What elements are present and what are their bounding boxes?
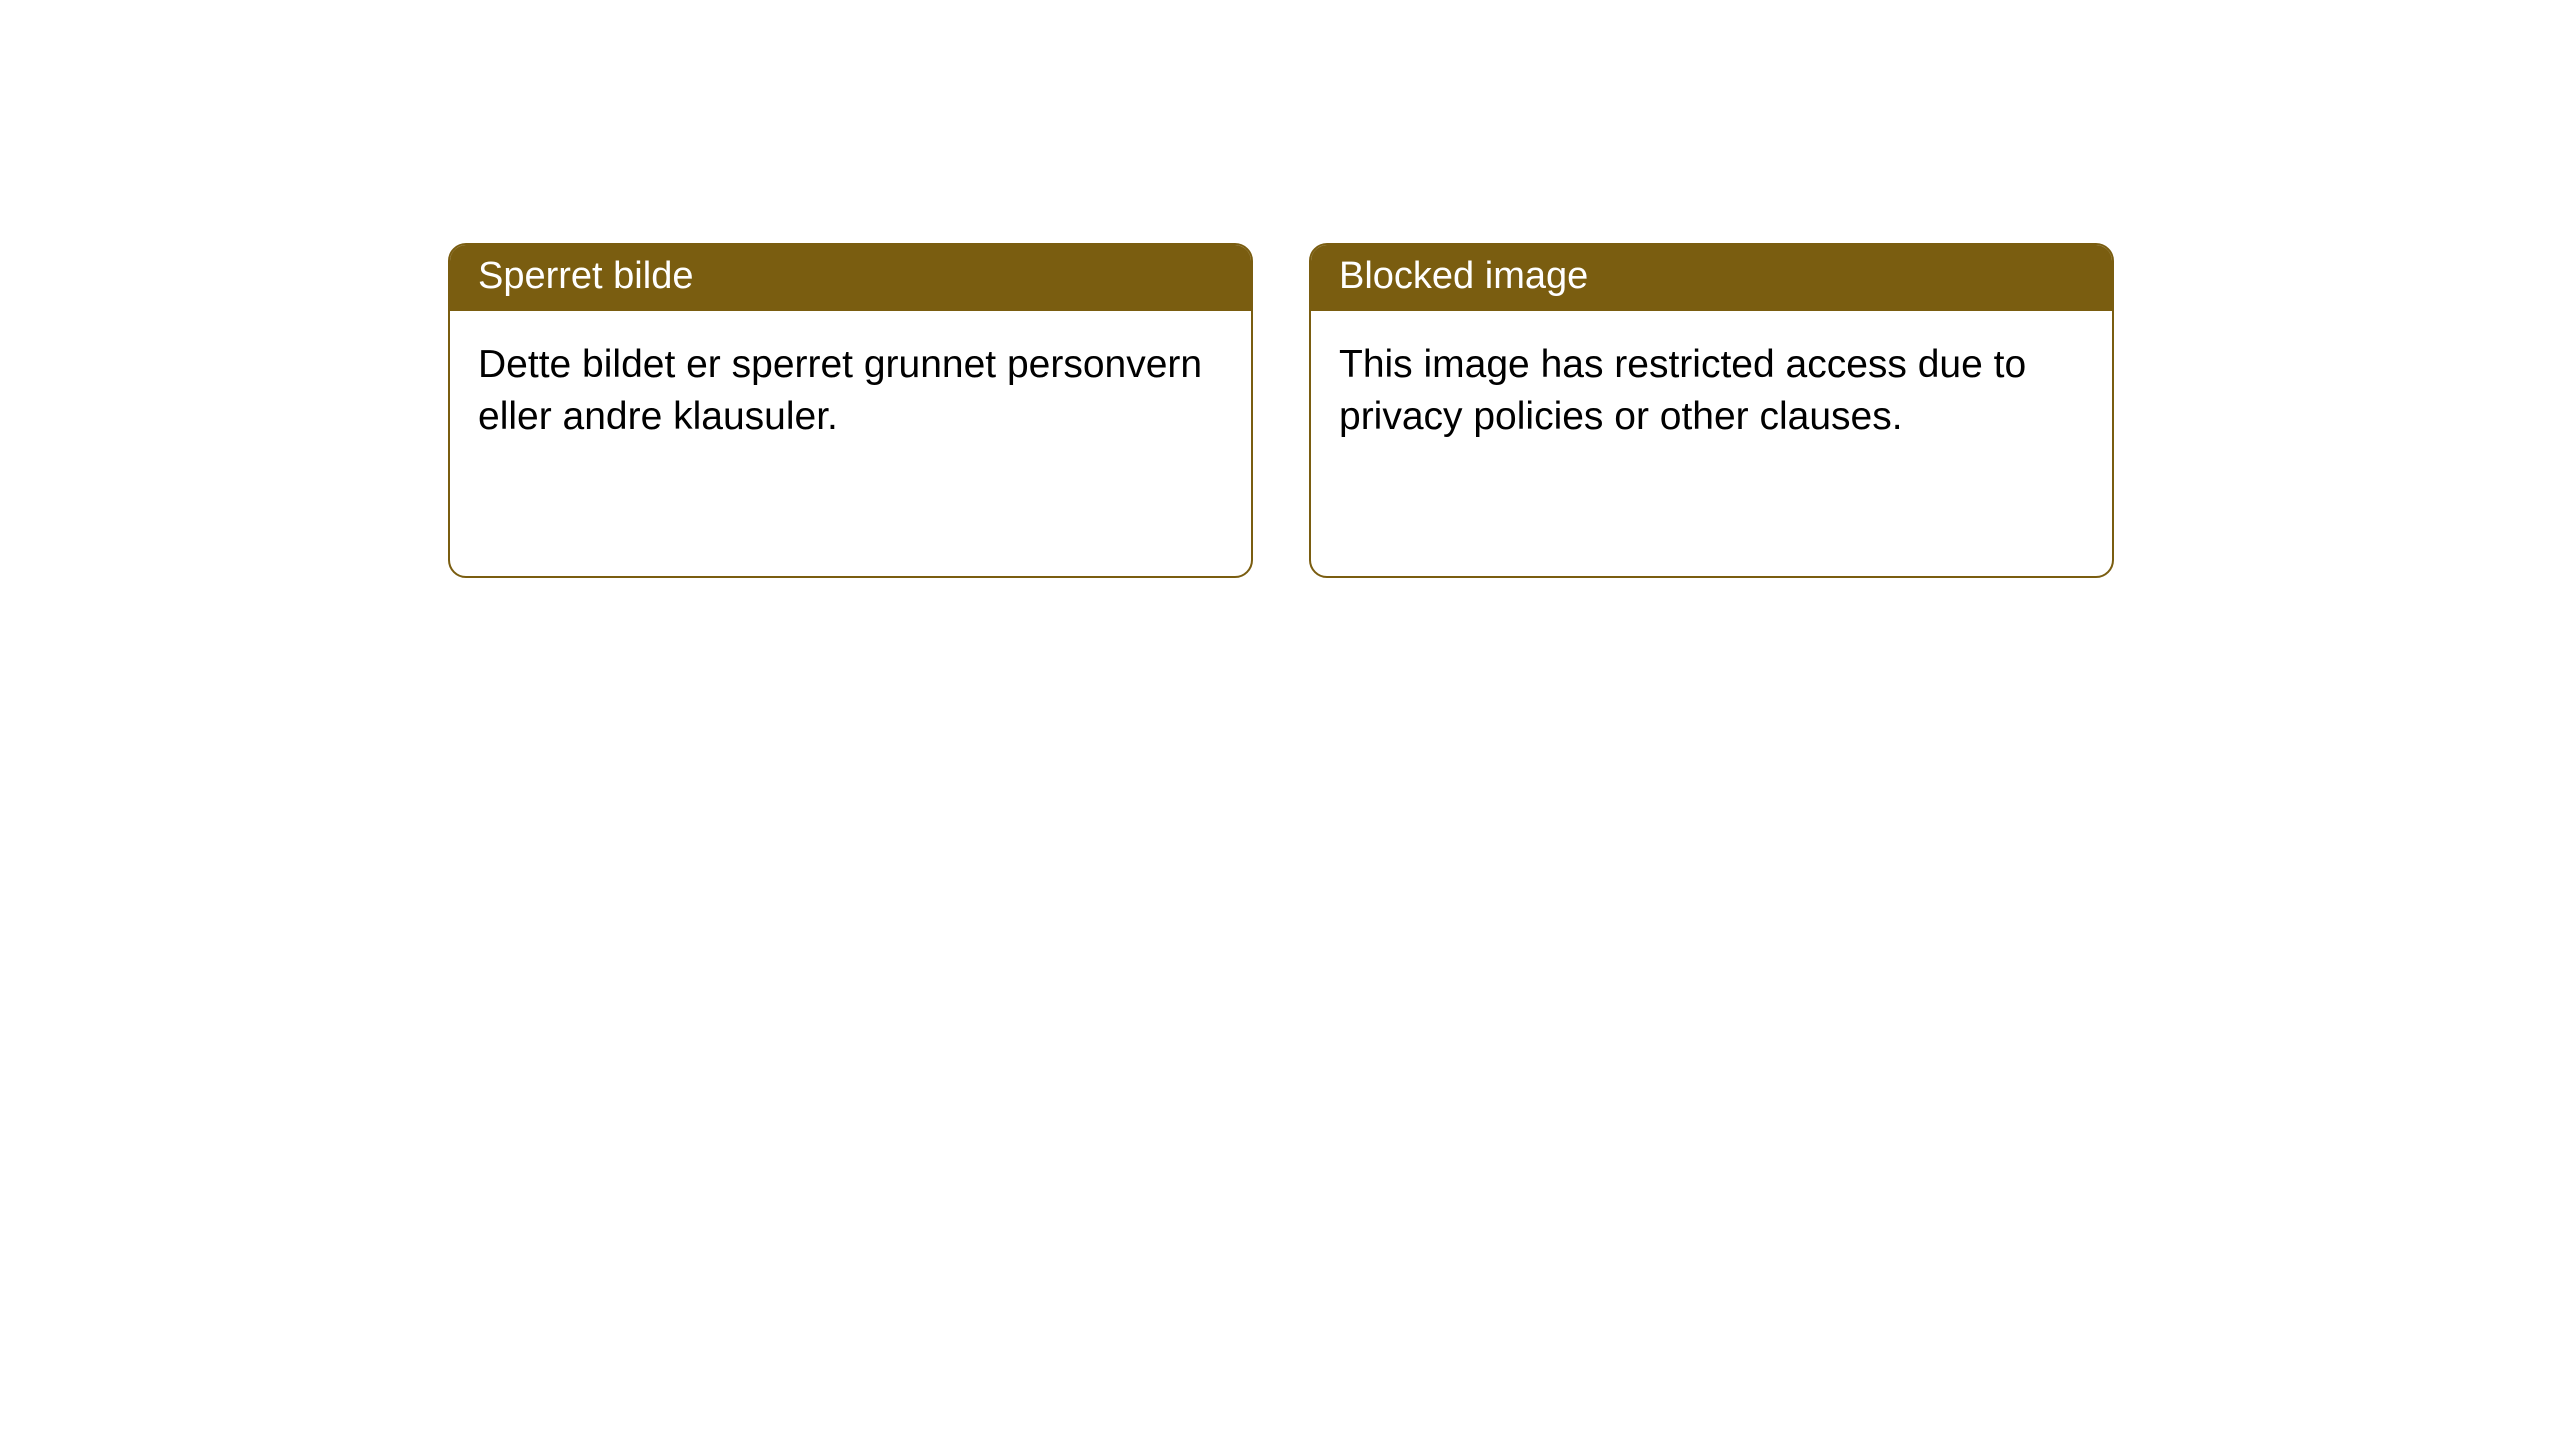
notice-container: Sperret bilde Dette bildet er sperret gr… (0, 0, 2560, 578)
notice-card-english: Blocked image This image has restricted … (1309, 243, 2114, 578)
notice-header: Sperret bilde (450, 245, 1251, 311)
notice-header: Blocked image (1311, 245, 2112, 311)
notice-body: Dette bildet er sperret grunnet personve… (450, 311, 1251, 472)
notice-card-norwegian: Sperret bilde Dette bildet er sperret gr… (448, 243, 1253, 578)
notice-body: This image has restricted access due to … (1311, 311, 2112, 472)
